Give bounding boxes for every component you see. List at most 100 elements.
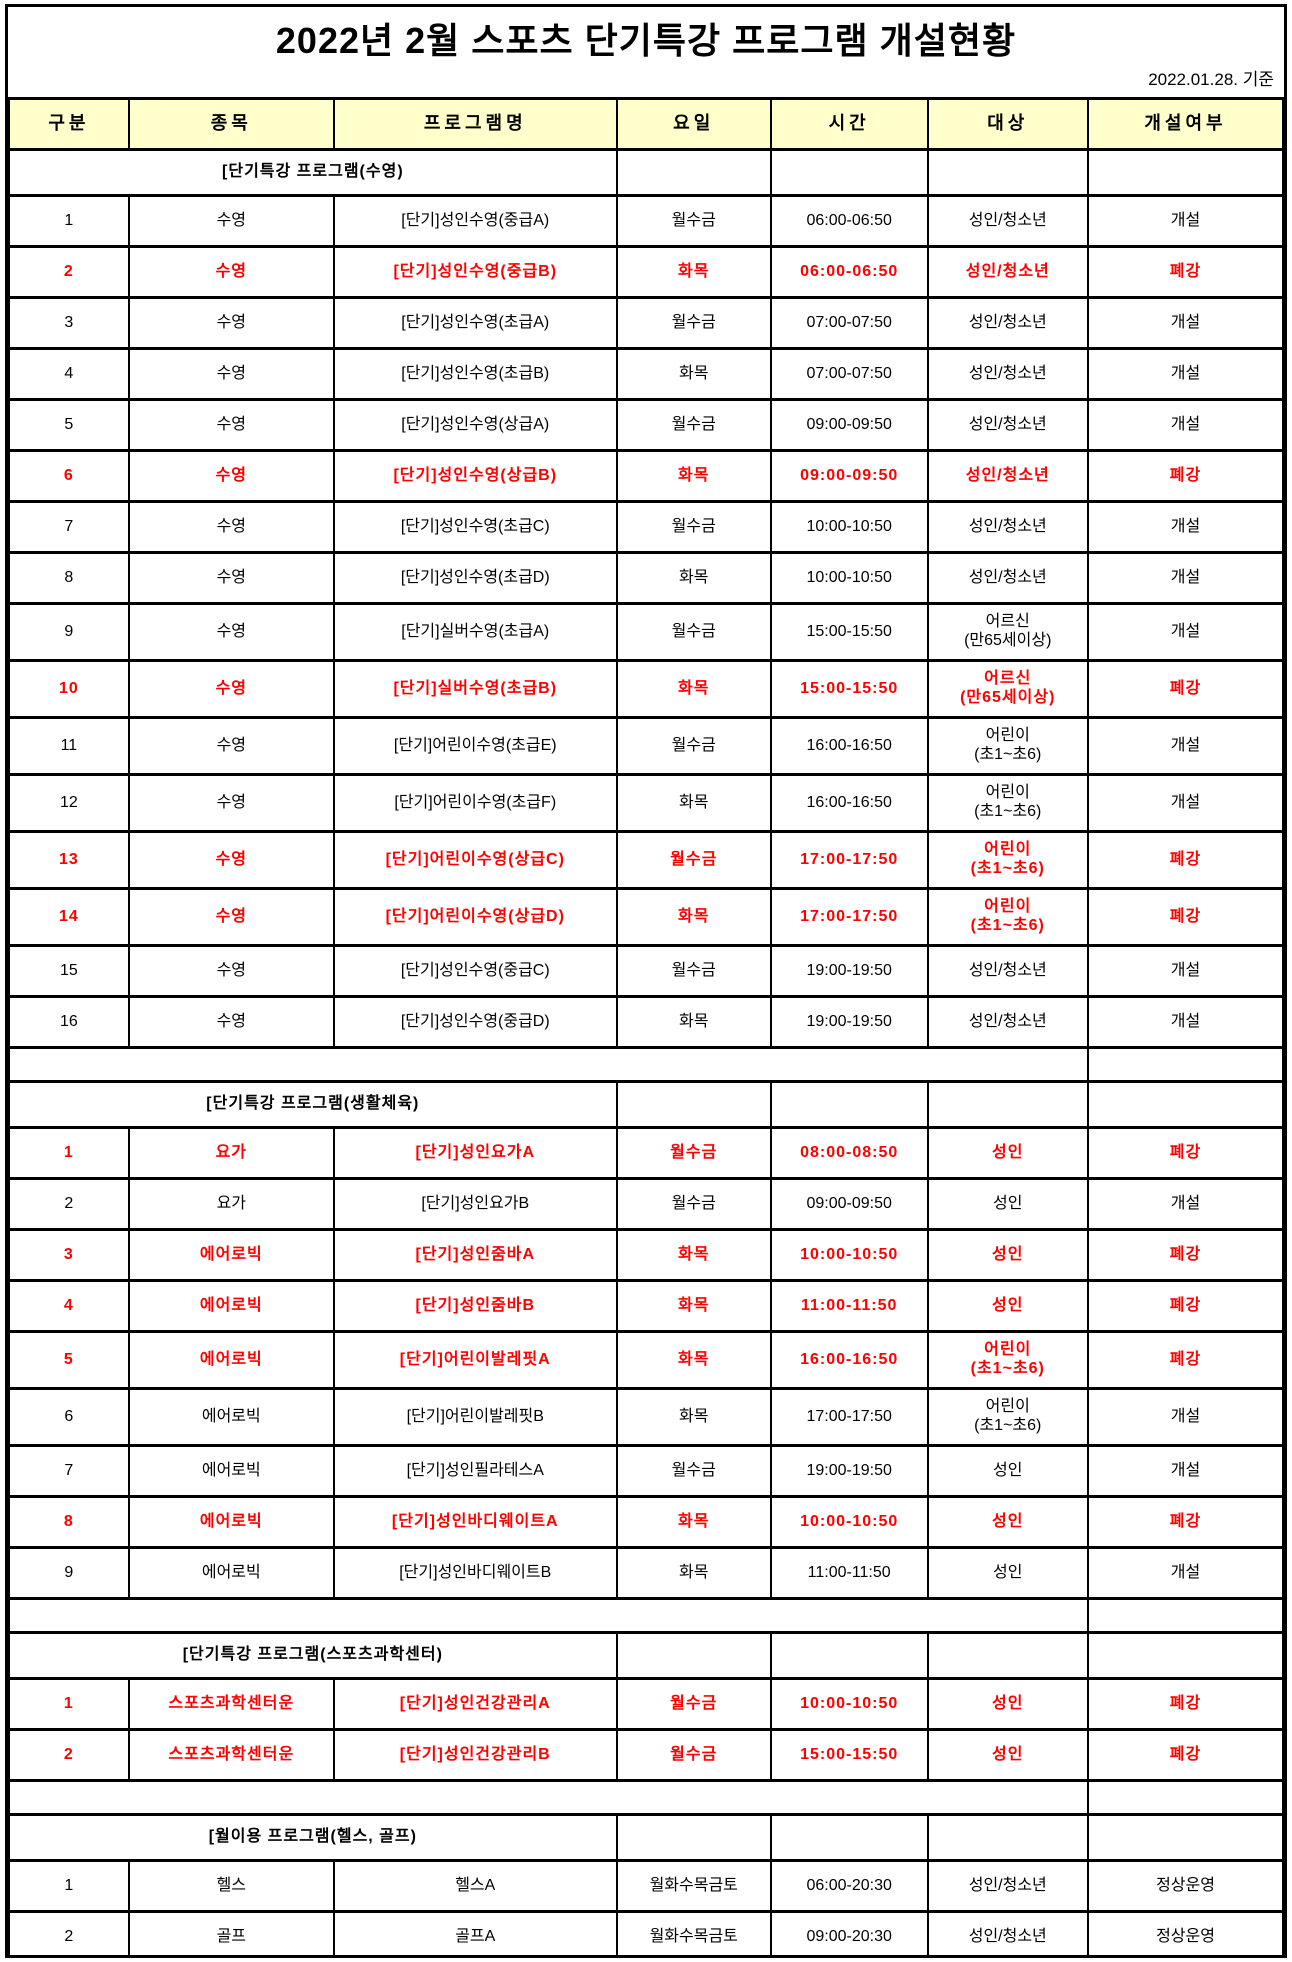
cell-sport: 에어로빅 — [127, 1444, 335, 1498]
cell-program: [단기]어린이발레핏B — [332, 1387, 618, 1447]
cell-status: 개설 — [1087, 500, 1284, 554]
table-row: 7 수영 [단기]성인수영(초급C) 월수금 10:00-10:50 성인/청소년 개설 — [8, 500, 1284, 554]
table-row: 6 에어로빅 [단기]어린이발레핏B 화목 17:00-17:50 어린이 (초1~초6)… — [8, 1387, 1284, 1447]
table-row: 5 수영 [단기]성인수영(상급A) 월수금 09:00-09:50 성인/청소년 개설 — [8, 398, 1284, 452]
cell-status: 폐강 — [1087, 1728, 1284, 1782]
cell-sport: 골프 — [127, 1910, 335, 1955]
table-row: 5 에어로빅 [단기]어린이발레핏A 화목 16:00-16:50 어린이 (초1~초6)… — [8, 1330, 1284, 1390]
cell-time: 10:00-10:50 — [769, 500, 929, 554]
cell-target: 성인/청소년 — [926, 944, 1090, 998]
cell-sport: 수영 — [127, 944, 335, 998]
table-row: 2 수영 [단기]성인수영(중급B) 화목 06:00-06:50 성인/청소년 폐강 — [8, 245, 1284, 299]
cell-days: 월수금 — [615, 830, 772, 890]
cell-sport: 수영 — [127, 995, 335, 1049]
cell-status: 개설 — [1087, 1387, 1284, 1447]
cell-target: 성인 — [926, 1177, 1090, 1231]
cell-program: [단기]성인수영(상급A) — [332, 398, 618, 452]
cell-no: 2 — [8, 1728, 130, 1782]
column-header-status: 개설여부 — [1087, 97, 1284, 151]
cell-status: 개설 — [1087, 398, 1284, 452]
separator-row — [8, 1046, 1284, 1083]
cell-program: 골프A — [332, 1910, 618, 1955]
cell-program: [단기]성인수영(초급C) — [332, 500, 618, 554]
cell-no: 8 — [8, 551, 130, 605]
cell-status: 폐강 — [1087, 1495, 1284, 1549]
table-row: 1 요가 [단기]성인요가A 월수금 08:00-08:50 성인 폐강 — [8, 1126, 1284, 1180]
cell-status: 개설 — [1087, 1177, 1284, 1231]
section-empty-cell — [1087, 1813, 1284, 1862]
cell-days: 월수금 — [615, 1177, 772, 1231]
cell-time: 09:00-09:50 — [769, 398, 929, 452]
cell-time: 16:00-16:50 — [769, 716, 929, 776]
cell-sport: 수영 — [127, 347, 335, 401]
cell-program: [단기]어린이수영(초급E) — [332, 716, 618, 776]
table-row: 11 수영 [단기]어린이수영(초급E) 월수금 16:00-16:50 어린이 (초1~… — [8, 716, 1284, 776]
cell-no: 9 — [8, 602, 130, 662]
cell-days: 화목 — [615, 1387, 772, 1447]
table-row: 10 수영 [단기]실버수영(초급B) 화목 15:00-15:50 어르신 (만65세이… — [8, 659, 1284, 719]
cell-program: [단기]실버수영(초급B) — [332, 659, 618, 719]
cell-time: 07:00-07:50 — [769, 347, 929, 401]
cell-days: 월수금 — [615, 1677, 772, 1731]
cell-sport: 수영 — [127, 551, 335, 605]
cell-status: 폐강 — [1087, 245, 1284, 299]
cell-target: 어린이 (초1~초6) — [926, 716, 1090, 776]
section-header-row: [단기특강 프로그램(스포츠과학센터) — [8, 1631, 1284, 1680]
column-header-no: 구분 — [8, 97, 130, 151]
separator-cell — [8, 1046, 1090, 1083]
section-empty-cell — [1087, 148, 1284, 197]
cell-time: 15:00-15:50 — [769, 602, 929, 662]
cell-no: 4 — [8, 347, 130, 401]
cell-no: 1 — [8, 1859, 130, 1913]
cell-time: 10:00-10:50 — [769, 1228, 929, 1282]
cell-no: 8 — [8, 1495, 130, 1549]
cell-days: 화목 — [615, 245, 772, 299]
section-empty-cell — [769, 148, 929, 197]
section-empty-cell — [926, 148, 1090, 197]
cell-program: [단기]성인줌바B — [332, 1279, 618, 1333]
cell-target: 성인 — [926, 1228, 1090, 1282]
cell-no: 1 — [8, 1126, 130, 1180]
cell-no: 5 — [8, 398, 130, 452]
separator-row — [8, 1779, 1284, 1816]
cell-status: 정상운영 — [1087, 1859, 1284, 1913]
cell-time: 15:00-15:50 — [769, 1728, 929, 1782]
cell-days: 월수금 — [615, 398, 772, 452]
cell-sport: 수영 — [127, 449, 335, 503]
cell-target: 성인/청소년 — [926, 296, 1090, 350]
separator-last-cell — [1087, 1046, 1284, 1083]
cell-time: 10:00-10:50 — [769, 1677, 929, 1731]
separator-last-cell — [1087, 1779, 1284, 1816]
cell-sport: 에어로빅 — [127, 1279, 335, 1333]
table-row: 8 수영 [단기]성인수영(초급D) 화목 10:00-10:50 성인/청소년 개설 — [8, 551, 1284, 605]
table-row: 1 스포츠과학센터운 [단기]성인건강관리A 월수금 10:00-10:50 성인 폐강 — [8, 1677, 1284, 1731]
table-row: 4 에어로빅 [단기]성인줌바B 화목 11:00-11:50 성인 폐강 — [8, 1279, 1284, 1333]
cell-no: 15 — [8, 944, 130, 998]
cell-sport: 수영 — [127, 830, 335, 890]
cell-sport: 수영 — [127, 245, 335, 299]
cell-days: 월수금 — [615, 944, 772, 998]
cell-days: 월수금 — [615, 296, 772, 350]
cell-status: 폐강 — [1087, 1126, 1284, 1180]
separator-cell — [8, 1779, 1090, 1816]
section-empty-cell — [615, 148, 772, 197]
table-row: 14 수영 [단기]어린이수영(상급D) 화목 17:00-17:50 어린이 (초1~초… — [8, 887, 1284, 947]
cell-target: 성인/청소년 — [926, 551, 1090, 605]
cell-status: 폐강 — [1087, 659, 1284, 719]
table-header-row: 구분 종목 프로그램명 요일 시간 대상 개설여부 — [8, 97, 1284, 151]
cell-target: 성인/청소년 — [926, 347, 1090, 401]
cell-target: 성인 — [926, 1126, 1090, 1180]
cell-no: 5 — [8, 1330, 130, 1390]
cell-sport: 요가 — [127, 1126, 335, 1180]
cell-sport: 에어로빅 — [127, 1387, 335, 1447]
cell-status: 폐강 — [1087, 887, 1284, 947]
cell-no: 2 — [8, 1177, 130, 1231]
cell-program: [단기]실버수영(초급A) — [332, 602, 618, 662]
cell-days: 화목 — [615, 773, 772, 833]
section-empty-cell — [926, 1080, 1090, 1129]
cell-program: [단기]성인줌바A — [332, 1228, 618, 1282]
cell-no: 12 — [8, 773, 130, 833]
cell-status: 개설 — [1087, 551, 1284, 605]
table-row: 9 수영 [단기]실버수영(초급A) 월수금 15:00-15:50 어르신 (만65세이… — [8, 602, 1284, 662]
cell-days: 화목 — [615, 1279, 772, 1333]
